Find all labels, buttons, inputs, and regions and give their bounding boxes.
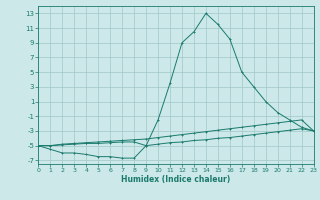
X-axis label: Humidex (Indice chaleur): Humidex (Indice chaleur) [121, 175, 231, 184]
